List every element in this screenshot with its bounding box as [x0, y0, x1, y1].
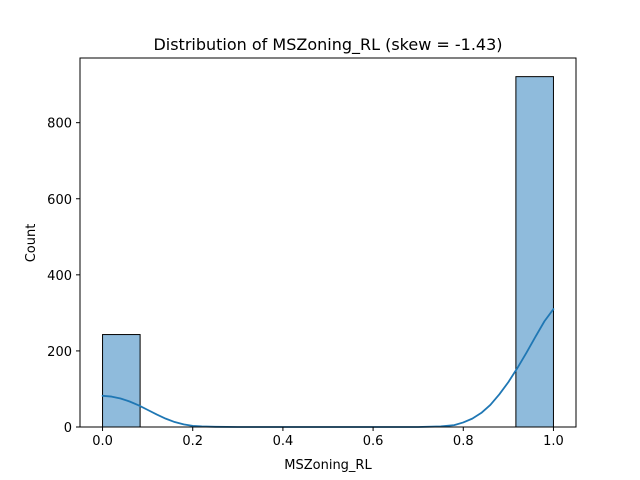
plot-frame [79, 57, 577, 428]
x-tick-label-3: 0.6 [363, 434, 384, 449]
y-tick-label-2: 400 [47, 269, 72, 284]
x-tick-label-5: 1.0 [543, 434, 564, 449]
kde-line [101, 308, 555, 428]
bars-group [102, 76, 554, 428]
axes-group: 0.0 0.2 0.4 0.6 0.8 1.0 0 200 400 600 800 [47, 57, 577, 449]
kde-group [101, 308, 555, 428]
x-tick-label-2: 0.4 [273, 434, 294, 449]
x-tick-label-1: 0.2 [182, 434, 203, 449]
y-axis-label: Count [24, 224, 39, 263]
x-axis-label: MSZoning_RL [284, 458, 372, 473]
x-tick-label-4: 0.8 [453, 434, 474, 449]
y-tick-label-1: 200 [47, 345, 72, 360]
histogram-bar-1 [515, 76, 554, 428]
y-tick-label-0: 0 [64, 421, 72, 436]
y-tick-label-4: 800 [47, 117, 72, 132]
x-tick-label-0: 0.0 [92, 434, 113, 449]
chart-title: Distribution of MSZoning_RL (skew = -1.4… [153, 35, 502, 55]
y-tick-label-3: 600 [47, 193, 72, 208]
histogram-bar-0 [102, 334, 141, 428]
